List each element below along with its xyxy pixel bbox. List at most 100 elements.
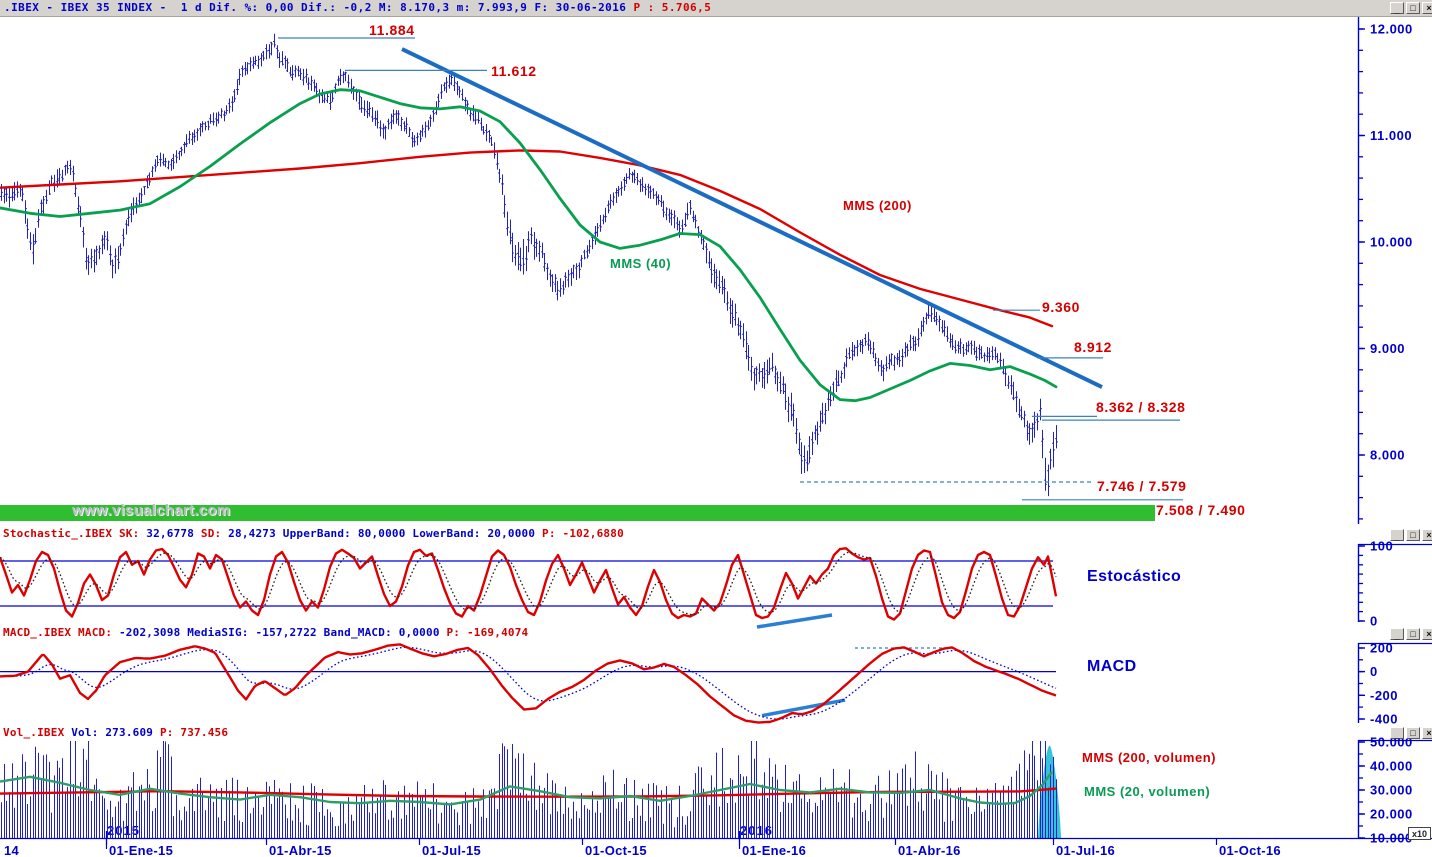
minimize-icon: _: [1394, 4, 1400, 15]
x-axis-date-label: 01-Jul-16: [1056, 843, 1115, 857]
status-text-segment: 32,6778: [146, 527, 201, 540]
status-text-segment: P : 5.706,5: [633, 1, 712, 14]
axis-label-price: 11.000: [1370, 128, 1412, 143]
status-text-segment: Vol: 273.609: [71, 726, 160, 739]
volume-bars: [1, 741, 1057, 838]
macd-line: [0, 643, 1057, 724]
x-axis-date-label: 01-Abr-15: [269, 843, 332, 857]
close-icon: ×: [1426, 727, 1432, 738]
watermark-band: www.visualchart.com: [0, 502, 1155, 521]
volume-status-row: Vol_.IBEX Vol: 273.609 P: 737.456: [3, 726, 228, 741]
close-icon: ×: [1426, 2, 1432, 13]
mms40-line: [0, 88, 1058, 403]
volume-ma-label: MMS (200, volumen): [1082, 750, 1216, 765]
main-minimize-button[interactable]: _: [1390, 2, 1404, 14]
main-panel-window-controls: _ □ ×: [1390, 2, 1432, 14]
status-text-segment: MediaSIG: -157,2722 Band_MACD: 0,0000: [187, 626, 447, 639]
year-label: 2016: [740, 823, 773, 838]
status-text-segment: .IBEX - IBEX 35 INDEX - 1 d Dif. %: 0,00…: [4, 1, 634, 14]
ma-label: MMS (40): [610, 256, 671, 271]
ma-label: MMS (200): [843, 198, 912, 213]
status-text-segment: Vol_.IBEX: [3, 726, 72, 739]
volume-panel-window-controls: _ □ ×: [1390, 727, 1432, 739]
macd-panel-window-controls: _ □ ×: [1390, 628, 1432, 640]
status-text-segment: MACD_.IBEX MACD:: [3, 626, 119, 639]
volume-multiplier-badge: x10: [1408, 827, 1431, 840]
stochastic-sk-line: [0, 547, 1058, 621]
stochastic-panel-window-controls: _ □ ×: [1390, 529, 1432, 541]
watermark-text: www.visualchart.com: [72, 502, 231, 519]
macd-close-button[interactable]: ×: [1422, 628, 1432, 640]
axis-label-price: 9.000: [1370, 341, 1405, 356]
price-annotation: 9.360: [1042, 299, 1080, 315]
descending-trendline: [401, 47, 1103, 389]
stochastic-close-button[interactable]: ×: [1422, 529, 1432, 541]
maximize-icon: □: [1410, 529, 1416, 540]
x-axis-date-label: 01-Ene-16: [742, 843, 806, 857]
main-close-button[interactable]: ×: [1422, 2, 1432, 14]
status-text-segment: Stochastic_.IBEX SK:: [3, 527, 147, 540]
volume-maximize-button[interactable]: □: [1406, 727, 1420, 739]
macd-panel-label: MACD: [1087, 658, 1137, 675]
stochastic-minimize-button[interactable]: _: [1390, 529, 1404, 541]
close-icon: ×: [1426, 529, 1432, 540]
status-text-segment: UpperBand: 80,0000 LowerBand: 20,0000: [282, 527, 543, 540]
axis-label-macd: 200: [1370, 640, 1393, 655]
price-annotation: 8.912: [1074, 339, 1112, 355]
main-maximize-button[interactable]: □: [1406, 2, 1420, 14]
axis-label-macd: -400: [1370, 711, 1398, 726]
window-titlebar[interactable]: .IBEX - IBEX 35 INDEX - 1 d Dif. %: 0,00…: [0, 0, 1432, 17]
stochastic-trendline: [756, 613, 833, 629]
axis-label-price: 12.000: [1370, 22, 1413, 37]
axis-label-volume: 30.000: [1370, 782, 1413, 797]
price-annotation: 11.884: [369, 22, 415, 38]
x-axis-date-label: 01-Jul-15: [422, 843, 481, 857]
axis-label-stochastic: 0: [1370, 614, 1378, 629]
x-axis-date-label: 14: [4, 843, 20, 857]
mms200-line: [0, 149, 1054, 328]
price-bars: [0, 33, 1058, 497]
axis-label-volume: 20.000: [1370, 806, 1413, 821]
axis-label-macd: 0: [1370, 664, 1378, 679]
price-annotation: 11.612: [491, 63, 537, 79]
maximize-icon: □: [1410, 727, 1416, 738]
axis-label-price: 8.000: [1370, 447, 1405, 462]
macd-signal-line: [0, 646, 1057, 720]
macd-trendline: [761, 698, 846, 718]
stochastic-status-row: Stochastic_.IBEX SK: 32,6778 SD: 28,4273…: [3, 527, 624, 542]
year-label: 2015: [107, 823, 140, 838]
x-axis-date-label: 01-Abr-16: [898, 843, 961, 857]
minimize-icon: _: [1394, 531, 1400, 542]
status-text-segment: SD:: [200, 527, 229, 540]
volume-mms20-line: [0, 771, 1053, 806]
x-axis-date-label: 01-Oct-15: [585, 843, 647, 857]
maximize-icon: □: [1410, 628, 1416, 639]
volume-minimize-button[interactable]: _: [1390, 727, 1404, 739]
volume-ma-label: MMS (20, volumen): [1084, 784, 1210, 799]
status-text-segment: P: -102,6880: [542, 527, 624, 540]
macd-status-row: MACD_.IBEX MACD: -202,3098 MediaSIG: -15…: [3, 626, 528, 641]
price-annotation: 7.746 / 7.579: [1097, 478, 1187, 494]
axis-label-macd: -200: [1370, 688, 1398, 703]
volume-spike-shape: [1038, 745, 1061, 838]
price-annotation: 7.508 / 7.490: [1156, 502, 1246, 518]
status-text-segment: P: 737.456: [159, 726, 229, 739]
x-axis-date-label: 01-Ene-15: [109, 843, 173, 857]
x-axis-date-label: 01-Oct-16: [1219, 843, 1281, 857]
close-icon: ×: [1426, 628, 1432, 639]
stochastic-maximize-button[interactable]: □: [1406, 529, 1420, 541]
price-annotation: 8.362 / 8.328: [1096, 399, 1186, 415]
axis-label-volume: 40.000: [1370, 758, 1413, 773]
macd-minimize-button[interactable]: _: [1390, 628, 1404, 640]
minimize-icon: _: [1394, 630, 1400, 641]
volume-close-button[interactable]: ×: [1422, 727, 1432, 739]
status-text-segment: P: -169,4074: [446, 626, 529, 639]
status-text-segment: -202,3098: [118, 626, 188, 639]
macd-maximize-button[interactable]: □: [1406, 628, 1420, 640]
axis-label-stochastic: 100: [1370, 539, 1393, 554]
status-text-segment: 28,4273: [228, 527, 283, 540]
minimize-icon: _: [1394, 729, 1400, 740]
stochastic-sd-line: [0, 551, 1057, 616]
